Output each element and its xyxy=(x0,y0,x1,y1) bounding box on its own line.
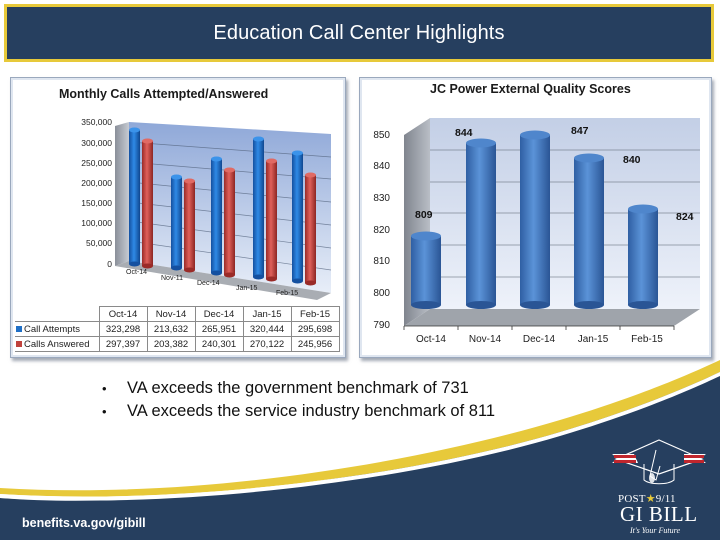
bar-group-nov-14 xyxy=(171,174,195,273)
table-cell: 213,632 xyxy=(146,321,196,337)
footer-navy-band xyxy=(0,372,720,540)
y-tick: 100,000 xyxy=(81,218,112,228)
bullet-item: • VA exceeds the government benchmark of… xyxy=(100,377,495,400)
x-tick: Oct-14 xyxy=(126,269,147,276)
bullet-icon: • xyxy=(102,381,107,396)
y-tick: 300,000 xyxy=(81,138,112,148)
data-label: 844 xyxy=(455,127,473,139)
y-tick: 840 xyxy=(373,161,390,172)
bar-nov-14: 844 xyxy=(455,127,496,309)
graduation-cap-icon xyxy=(612,439,706,485)
quality-scores-plot: 850 840 830 820 810 800 790 809 xyxy=(373,118,700,345)
logo-tagline: It's Your Future xyxy=(630,526,681,535)
bullet-text: VA exceeds the government benchmark of 7… xyxy=(127,379,469,397)
table-row-calls-answered: Calls Answered 297,397 203,382 240,301 2… xyxy=(15,336,340,352)
x-tick: Dec-14 xyxy=(523,334,556,345)
chart-title: JC Power External Quality Scores xyxy=(430,82,631,96)
y-tick: 50,000 xyxy=(86,238,112,248)
bullet-list: • VA exceeds the government benchmark of… xyxy=(100,377,495,423)
gi-bill-logo: POST★9/11 GI BILL It's Your Future xyxy=(604,436,714,536)
slide-title: Education Call Center Highlights xyxy=(213,21,505,44)
y-tick: 820 xyxy=(373,225,390,236)
slide-title-band: Education Call Center Highlights xyxy=(4,4,714,62)
table-row-call-attempts: Call Attempts 323,298 213,632 265,951 32… xyxy=(15,321,340,337)
bar-group-feb-15 xyxy=(292,150,316,286)
column-header: Nov-14 xyxy=(146,306,196,322)
bar-group-oct-14 xyxy=(129,127,153,269)
table-cell: 265,951 xyxy=(194,321,244,337)
x-tick: Feb-15 xyxy=(631,334,663,345)
y-tick: 830 xyxy=(373,193,390,204)
y-tick: 800 xyxy=(373,288,390,299)
legend-swatch-red xyxy=(16,340,22,347)
table-cell: 203,382 xyxy=(146,336,196,352)
y-tick: 0 xyxy=(107,259,112,269)
y-tick: 150,000 xyxy=(81,198,112,208)
y-tick: 200,000 xyxy=(81,178,112,188)
x-tick: Nov-11 xyxy=(161,275,183,282)
star-icon: ★ xyxy=(645,493,656,505)
table-cell: 245,956 xyxy=(290,336,340,352)
x-tick: Feb-15 xyxy=(276,290,298,297)
table-cell: 270,122 xyxy=(242,336,292,352)
column-header: Feb-15 xyxy=(290,306,340,322)
x-tick: Nov-14 xyxy=(469,334,502,345)
x-tick: Oct-14 xyxy=(416,334,446,345)
data-label: 824 xyxy=(676,211,694,223)
footer-url: benefits.va.gov/gibill xyxy=(22,516,146,530)
y-tick: 350,000 xyxy=(81,117,112,127)
bar-oct-14: 809 xyxy=(411,209,441,309)
table-cell: 240,301 xyxy=(194,336,244,352)
table-cell: 297,397 xyxy=(98,336,148,352)
table-cell: 323,298 xyxy=(98,321,148,337)
y-tick: 250,000 xyxy=(81,158,112,168)
table-cell: 295,698 xyxy=(290,321,340,337)
column-header: Dec-14 xyxy=(194,306,244,322)
data-label: 809 xyxy=(415,209,433,221)
x-tick: Dec-14 xyxy=(197,280,220,287)
bullet-item: • VA exceeds the service industry benchm… xyxy=(100,400,495,423)
bar-feb-15: 824 xyxy=(628,204,694,309)
legend-swatch-blue xyxy=(16,325,22,332)
y-tick: 850 xyxy=(373,130,390,141)
y-tick: 810 xyxy=(373,256,390,267)
bullet-icon: • xyxy=(102,404,107,419)
monthly-calls-chart: Monthly Calls Attempted/Answered xyxy=(10,77,346,358)
column-header: Jan-15 xyxy=(242,306,292,322)
monthly-calls-plot: 350,000 300,000 250,000 200,000 150,000 … xyxy=(81,117,332,300)
x-tick: Jan-15 xyxy=(236,285,258,292)
series-label: Calls Answered xyxy=(24,338,90,350)
bar-group-dec-14 xyxy=(211,156,235,278)
x-tick: Jan-15 xyxy=(578,334,609,345)
table-cell: 320,444 xyxy=(242,321,292,337)
chart-title: Monthly Calls Attempted/Answered xyxy=(59,87,269,101)
data-label: 840 xyxy=(623,154,641,166)
bar-dec-14: 847 xyxy=(520,125,589,309)
y-tick: 790 xyxy=(373,320,390,331)
calls-data-table: Oct-14 Nov-14 Dec-14 Jan-15 Feb-15 Call … xyxy=(15,306,340,352)
footer-gold-stripe xyxy=(0,360,720,497)
column-header: Oct-14 xyxy=(98,306,148,322)
bar-jan-15: 840 xyxy=(574,153,641,309)
bar-group-jan-15 xyxy=(253,136,277,282)
data-label: 847 xyxy=(571,125,589,137)
logo-post-911: POST★9/11 xyxy=(618,493,676,505)
series-label: Call Attempts xyxy=(24,323,80,335)
logo-gi-bill: GI BILL xyxy=(620,502,698,526)
bullet-text: VA exceeds the service industry benchmar… xyxy=(127,402,496,420)
quality-scores-chart: JC Power External Quality Scores xyxy=(359,77,712,358)
